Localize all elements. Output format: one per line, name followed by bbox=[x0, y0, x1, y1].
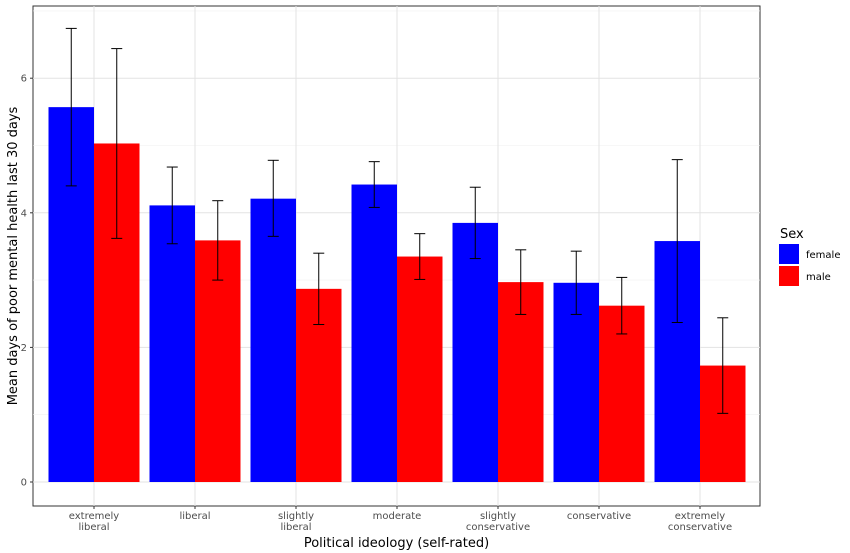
error-bar-male bbox=[414, 233, 426, 280]
error-bars bbox=[65, 27, 729, 414]
error-bar-female bbox=[65, 27, 77, 187]
bar-female bbox=[452, 222, 498, 482]
x-tick-label: liberal bbox=[179, 511, 210, 522]
error-bar-male bbox=[515, 249, 527, 315]
legend-label-male: male bbox=[806, 272, 831, 283]
bar-female bbox=[250, 198, 296, 483]
y-tick-label: 2 bbox=[21, 343, 27, 354]
error-bar-male bbox=[111, 48, 123, 239]
error-bar-female bbox=[368, 161, 380, 208]
error-bar-female bbox=[469, 186, 481, 260]
bar-male bbox=[195, 240, 241, 482]
bar-female bbox=[351, 184, 397, 482]
x-tick-label: extremely liberal bbox=[69, 511, 120, 533]
bar-male bbox=[397, 256, 443, 482]
x-tick-label: extremely conservative bbox=[668, 511, 732, 533]
bar-male bbox=[599, 305, 645, 482]
x-tick-label: slightly conservative bbox=[466, 511, 530, 533]
legend-key-male bbox=[779, 266, 799, 286]
x-axis: extremely liberal liberal slightly liberal mo… bbox=[69, 506, 732, 533]
y-tick-label: 4 bbox=[21, 208, 27, 219]
x-tick-label: slightly liberal bbox=[278, 511, 314, 533]
error-bar-male bbox=[616, 276, 628, 335]
error-bar-female bbox=[267, 159, 279, 237]
bar-female bbox=[553, 282, 599, 482]
error-bar-male bbox=[717, 317, 729, 414]
error-bar-male bbox=[313, 252, 325, 326]
error-bar-male bbox=[212, 200, 224, 281]
bar-female bbox=[149, 205, 195, 482]
bars bbox=[48, 107, 746, 483]
error-bar-female bbox=[570, 250, 582, 315]
x-axis-title: Political ideology (self-rated) bbox=[304, 536, 489, 551]
y-tick-label: 6 bbox=[21, 74, 27, 85]
y-tick-label: 0 bbox=[21, 478, 27, 489]
error-bar-female bbox=[671, 159, 683, 323]
y-axis-title: Mean days of poor mental health last 30 … bbox=[6, 106, 21, 405]
legend-key-female bbox=[779, 244, 799, 264]
y-axis: 0 2 4 6 bbox=[21, 74, 33, 489]
bar-male bbox=[498, 282, 544, 482]
x-tick-label: moderate bbox=[373, 511, 422, 522]
x-tick-label: conservative bbox=[567, 511, 631, 522]
legend: Sex female male bbox=[779, 227, 840, 286]
legend-label-female: female bbox=[806, 250, 840, 261]
legend-title: Sex bbox=[780, 227, 804, 242]
error-bar-female bbox=[166, 166, 178, 245]
